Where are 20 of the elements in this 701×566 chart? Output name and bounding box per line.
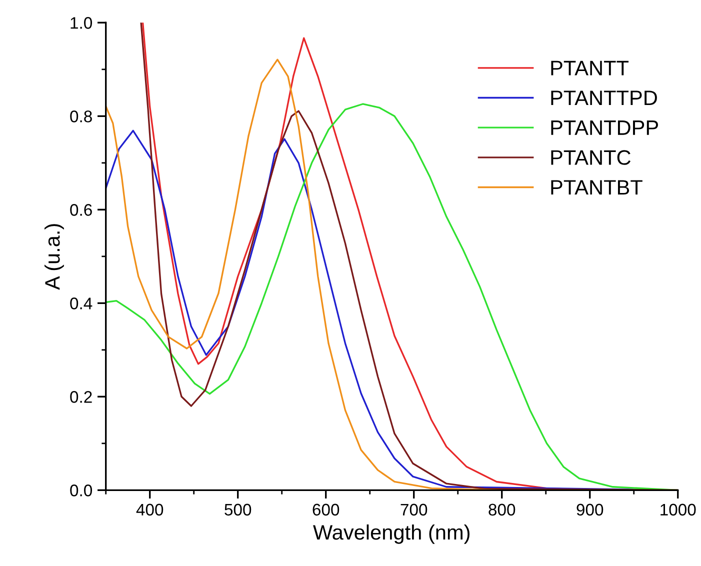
legend-label: PTANTTPD — [551, 90, 657, 106]
y-tick-label: 1.0 — [70, 17, 92, 29]
y-tick-label: 0.6 — [70, 204, 92, 216]
x-tick-label: 800 — [488, 504, 516, 516]
legend-label: PTANTBT — [551, 180, 642, 195]
y-tick-label: 0.4 — [70, 298, 92, 310]
x-tick-label: 400 — [136, 504, 164, 516]
x-axis-title: Wavelength (nm) — [313, 524, 470, 544]
y-axis-title: A (u.a.) — [44, 224, 64, 290]
x-tick-label: 900 — [576, 504, 604, 516]
x-tick-label: 700 — [400, 504, 428, 516]
y-tick-label: 0.2 — [70, 391, 92, 403]
legend-label: PTANTT — [551, 60, 629, 76]
legend-label: PTANTDPP — [551, 120, 658, 135]
legend-label: PTANTC — [551, 150, 631, 165]
x-tick-label: 500 — [224, 504, 252, 516]
x-tick-label: 1000 — [660, 504, 696, 516]
x-tick-label: 600 — [312, 504, 340, 516]
y-tick-label: 0.8 — [70, 110, 92, 122]
y-tick-label: 0.0 — [70, 484, 92, 496]
